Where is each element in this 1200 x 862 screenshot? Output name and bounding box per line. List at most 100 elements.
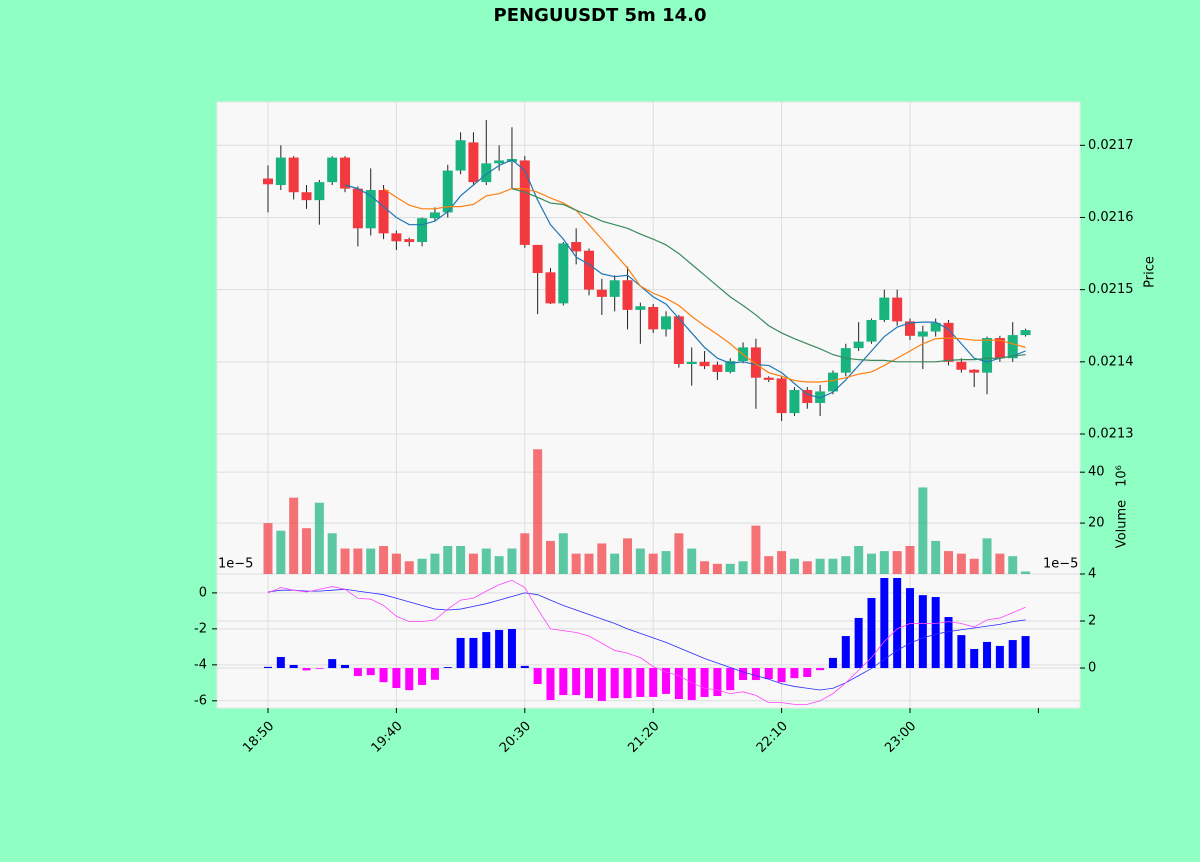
candle-body bbox=[340, 157, 351, 189]
macd-histogram-bar bbox=[790, 668, 799, 679]
volume-bar bbox=[276, 530, 286, 574]
volume-bar bbox=[982, 538, 992, 574]
volume-bar bbox=[456, 546, 466, 574]
macd-histogram-bar bbox=[430, 668, 439, 680]
macd-histogram-bar bbox=[726, 668, 735, 691]
volume-bar bbox=[725, 563, 735, 574]
candle-body bbox=[1007, 335, 1018, 359]
candle-body bbox=[314, 182, 325, 201]
x-tick-label: 18:50 bbox=[240, 719, 277, 756]
volume-bar bbox=[263, 523, 273, 574]
volume-bar bbox=[995, 553, 1005, 574]
macd-histogram-bar bbox=[944, 617, 953, 669]
macd-histogram-bar bbox=[983, 641, 992, 669]
macd-histogram-bar bbox=[1021, 636, 1030, 669]
candle-body bbox=[712, 364, 723, 372]
macd-histogram-bar bbox=[315, 668, 324, 669]
macd-histogram-bar bbox=[469, 637, 478, 669]
macd-histogram-bar bbox=[328, 659, 337, 669]
volume-bar bbox=[545, 540, 555, 574]
volume-bar bbox=[379, 546, 389, 574]
macd-histogram-bar bbox=[828, 657, 837, 669]
candle-body bbox=[275, 157, 286, 185]
macd-histogram-bar bbox=[533, 668, 542, 685]
candle-body bbox=[635, 306, 646, 310]
macd-histogram-bar bbox=[276, 656, 285, 669]
volume-bar bbox=[468, 553, 478, 574]
candle-body bbox=[558, 243, 569, 304]
macd-histogram-bar bbox=[443, 667, 452, 669]
volume-bar bbox=[353, 548, 363, 574]
candle-body bbox=[905, 321, 915, 336]
macd-histogram-bar bbox=[623, 668, 632, 699]
macd-histogram-bar bbox=[841, 636, 850, 669]
moving-average-line bbox=[344, 159, 1026, 399]
volume-bar bbox=[802, 561, 812, 574]
macd-histogram-bar bbox=[597, 668, 606, 701]
y-tick-label: 0.0216 bbox=[1088, 210, 1134, 225]
y-tick-label: 4 bbox=[1088, 567, 1096, 582]
x-tick-label: 22:10 bbox=[754, 719, 791, 756]
candle-body bbox=[750, 347, 761, 378]
volume-bar bbox=[1008, 556, 1018, 574]
x-tick-label: 23:00 bbox=[882, 719, 919, 756]
candle-body bbox=[917, 331, 928, 337]
macd-histogram-bar bbox=[764, 668, 773, 680]
candle-body bbox=[545, 272, 556, 304]
y-tick-label: -6 bbox=[194, 693, 207, 708]
macd-histogram-bar bbox=[507, 629, 516, 669]
macd-histogram-bar bbox=[854, 617, 863, 669]
y-tick-label: 2 bbox=[1088, 614, 1096, 629]
candle-body bbox=[584, 250, 594, 290]
panel-background bbox=[216, 101, 1081, 435]
moving-average-line bbox=[511, 188, 1026, 363]
candle-body bbox=[429, 212, 440, 219]
candle-body bbox=[596, 289, 607, 297]
macd-histogram-bar bbox=[713, 668, 722, 697]
candle-body bbox=[853, 341, 864, 349]
candle-body bbox=[609, 280, 620, 297]
candle-body bbox=[725, 361, 736, 372]
macd-histogram-bar bbox=[341, 664, 350, 669]
volume-bar bbox=[777, 551, 787, 574]
macd-histogram-bar bbox=[585, 668, 593, 699]
volume-bar bbox=[327, 533, 337, 574]
candle-body bbox=[365, 190, 376, 229]
volume-bar bbox=[558, 533, 568, 574]
macd-histogram-bar bbox=[893, 577, 902, 669]
y-tick-label: 0 bbox=[199, 585, 207, 600]
candle-body bbox=[263, 178, 273, 185]
volume-bar bbox=[340, 548, 350, 574]
macd-histogram-bar bbox=[662, 668, 671, 694]
candle-body bbox=[442, 170, 453, 213]
axis-offset-label: 10⁶ bbox=[1115, 465, 1130, 487]
volume-bar bbox=[738, 561, 748, 574]
candle-body bbox=[1020, 330, 1031, 336]
volume-bar bbox=[571, 553, 581, 574]
macd-line bbox=[267, 579, 1026, 705]
y-tick-label: -2 bbox=[194, 621, 207, 636]
macd-histogram-bar bbox=[918, 595, 927, 669]
macd-histogram-bar bbox=[520, 665, 529, 669]
macd-histogram-bar bbox=[392, 668, 401, 689]
volume-bar bbox=[302, 528, 312, 574]
volume-bar bbox=[417, 558, 427, 574]
candle-body bbox=[455, 140, 466, 171]
candle-body bbox=[943, 322, 954, 362]
candle-body bbox=[571, 242, 582, 252]
macd-histogram-bar bbox=[405, 668, 414, 691]
volume-bar bbox=[404, 561, 414, 574]
macd-histogram-bar bbox=[418, 668, 427, 685]
volume-bar bbox=[789, 558, 799, 574]
candle-body bbox=[648, 306, 659, 330]
y-tick-label: -4 bbox=[194, 657, 207, 672]
macd-histogram-bar bbox=[610, 668, 619, 699]
candle-body bbox=[622, 280, 633, 310]
y-axis-label: Volume bbox=[1115, 500, 1130, 548]
volume-bar bbox=[661, 551, 671, 574]
volume-bar bbox=[700, 561, 710, 574]
volume-bar bbox=[520, 533, 530, 574]
volume-bar bbox=[751, 525, 761, 574]
volume-bar bbox=[366, 548, 376, 574]
